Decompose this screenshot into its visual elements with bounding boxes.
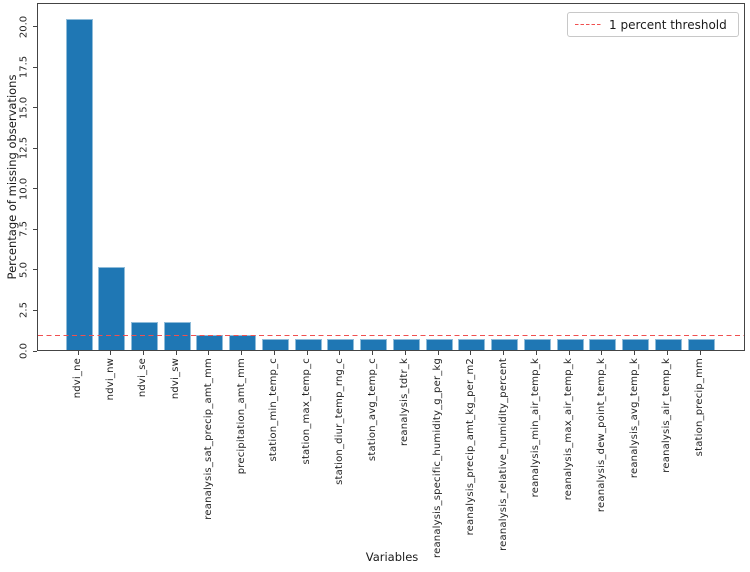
x-axis-title-text: Variables — [365, 550, 419, 564]
x-tick-label-reanalysis_avg_temp_k: reanalysis_avg_temp_k — [628, 358, 640, 479]
x-tick-mark — [77, 351, 79, 355]
bar-reanalysis_min_air_temp_k — [523, 338, 551, 350]
y-axis-title-text: Percentage of missing observations — [5, 74, 19, 280]
x-tick-mark — [110, 351, 112, 355]
y-tick-label: 5.0 — [18, 261, 30, 278]
x-tick-mark — [208, 351, 210, 355]
plot-area: 1 percent threshold — [37, 3, 745, 351]
bar-reanalysis_tdtr_k — [392, 338, 420, 350]
x-tick-label-ndvi_sw: ndvi_sw — [170, 358, 182, 400]
x-tick-label-station_precip_mm: station_precip_mm — [694, 358, 706, 457]
x-tick-mark — [666, 351, 668, 355]
bar-ndvi_ne — [65, 19, 93, 350]
y-tick-label: 12.5 — [18, 137, 30, 160]
x-tick-mark — [142, 351, 144, 355]
x-tick-label-reanalysis_sat_precip_amt_mm: reanalysis_sat_precip_amt_mm — [202, 358, 214, 520]
x-tick-label-reanalysis_relative_humidity_percent: reanalysis_relative_humidity_percent — [497, 358, 509, 551]
bar-reanalysis_dew_point_temp_k — [589, 338, 617, 350]
x-tick-label-reanalysis_specific_humidity_g_per_kg: reanalysis_specific_humidity_g_per_kg — [432, 358, 444, 558]
bar-reanalysis_avg_temp_k — [622, 338, 650, 350]
x-tick-mark — [437, 351, 439, 355]
x-tick-mark — [273, 351, 275, 355]
bar-station_avg_temp_c — [360, 338, 388, 350]
x-tick-mark — [339, 351, 341, 355]
bar-reanalysis_precip_amt_kg_per_m2 — [458, 338, 486, 350]
x-tick-label-reanalysis_tdtr_k: reanalysis_tdtr_k — [399, 358, 411, 447]
bar-station_max_temp_c — [294, 338, 322, 350]
y-tick-label: 10.0 — [18, 177, 30, 200]
x-tick-label-reanalysis_min_air_temp_k: reanalysis_min_air_temp_k — [530, 358, 542, 498]
x-tick-mark — [601, 351, 603, 355]
bar-ndvi_nw — [98, 267, 126, 350]
x-tick-label-reanalysis_dew_point_temp_k: reanalysis_dew_point_temp_k — [595, 358, 607, 513]
x-tick-mark — [241, 351, 243, 355]
y-tick-label: 20.0 — [18, 15, 30, 38]
x-tick-label-reanalysis_max_air_temp_k: reanalysis_max_air_temp_k — [563, 358, 575, 501]
bar-reanalysis_max_air_temp_k — [556, 338, 584, 350]
bars-layer — [38, 4, 744, 350]
bar-reanalysis_sat_precip_amt_mm — [196, 335, 224, 350]
bar-station_min_temp_c — [261, 338, 289, 350]
bar-station_diur_temp_rng_c — [327, 338, 355, 350]
y-tick-label: 7.5 — [18, 221, 30, 238]
x-tick-mark — [568, 351, 570, 355]
bar-station_precip_mm — [687, 338, 715, 350]
x-tick-mark — [372, 351, 374, 355]
bar-reanalysis_relative_humidity_percent — [491, 338, 519, 350]
x-tick-mark — [306, 351, 308, 355]
y-tick-label: 17.5 — [18, 55, 30, 79]
x-tick-label-station_diur_temp_rng_c: station_diur_temp_rng_c — [333, 358, 345, 485]
x-tick-mark — [470, 351, 472, 355]
x-tick-label-station_min_temp_c: station_min_temp_c — [268, 358, 280, 462]
x-tick-label-reanalysis_precip_amt_kg_per_m2: reanalysis_precip_amt_kg_per_m2 — [464, 358, 476, 536]
x-tick-mark — [404, 351, 406, 355]
bar-reanalysis_specific_humidity_g_per_kg — [425, 338, 453, 350]
red-dashed-line-icon — [575, 23, 601, 26]
y-tick-label: 15.0 — [18, 96, 30, 119]
y-tick-label: 0.0 — [18, 343, 30, 359]
x-tick-label-ndvi_nw: ndvi_nw — [104, 358, 116, 401]
x-tick-label-station_avg_temp_c: station_avg_temp_c — [366, 358, 378, 462]
x-tick-label-ndvi_ne: ndvi_ne — [72, 358, 83, 399]
x-tick-label-station_max_temp_c: station_max_temp_c — [301, 358, 313, 465]
legend-label: 1 percent threshold — [609, 17, 727, 32]
y-tick-label: 2.5 — [18, 302, 30, 319]
x-tick-mark — [699, 351, 701, 355]
bar-reanalysis_air_temp_k — [654, 338, 682, 350]
x-tick-label-precipitation_amt_mm: precipitation_amt_mm — [235, 358, 247, 475]
x-tick-mark — [634, 351, 636, 355]
bar-precipitation_amt_mm — [229, 335, 257, 350]
x-tick-label-ndvi_se: ndvi_se — [137, 358, 149, 398]
x-tick-mark — [535, 351, 537, 355]
x-tick-label-reanalysis_air_temp_k: reanalysis_air_temp_k — [661, 358, 673, 473]
x-tick-mark — [503, 351, 505, 355]
x-tick-mark — [175, 351, 177, 355]
threshold-line — [38, 334, 744, 337]
legend: 1 percent threshold — [567, 12, 739, 37]
